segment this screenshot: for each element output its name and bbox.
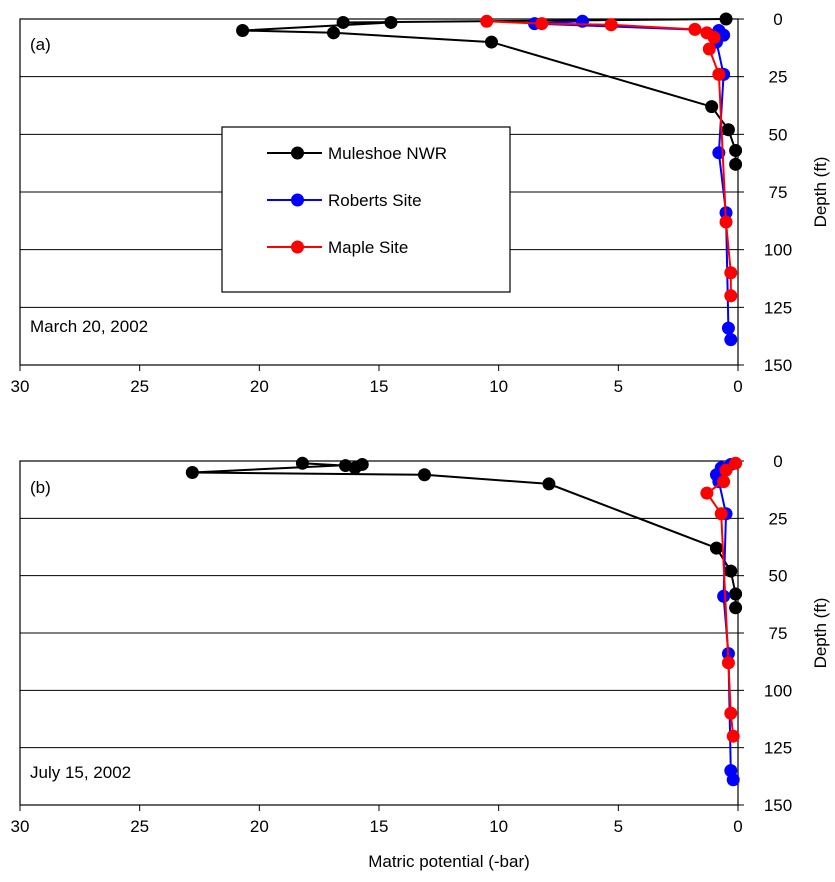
legend-box — [221, 126, 511, 293]
data-point — [719, 463, 733, 477]
x-tick-label: 15 — [370, 817, 389, 836]
data-point — [575, 14, 589, 28]
x-tick-label: 25 — [130, 377, 149, 396]
data-point — [726, 773, 740, 787]
data-point — [729, 587, 743, 601]
data-point — [719, 12, 733, 26]
data-point — [721, 123, 735, 137]
data-point — [714, 507, 728, 521]
data-point — [355, 457, 369, 471]
data-point — [702, 42, 716, 56]
legend-marker — [291, 146, 304, 160]
y-tick-label: 150 — [764, 356, 792, 375]
data-point — [484, 35, 498, 49]
legend-marker — [291, 193, 304, 207]
series-line — [192, 462, 737, 608]
data-point — [688, 22, 702, 36]
x-tick-label: 5 — [614, 377, 623, 396]
y-tick-label: 0 — [773, 452, 782, 471]
y-tick-label: 125 — [764, 298, 792, 317]
y-tick-label: 25 — [769, 509, 788, 528]
data-point — [295, 456, 309, 470]
data-point — [724, 564, 738, 578]
x-tick-label: 10 — [489, 377, 508, 396]
x-tick-label: 30 — [11, 377, 30, 396]
y-tick-label: 100 — [764, 241, 792, 260]
y-tick-label: 25 — [769, 68, 788, 87]
series-muleshoe-nwr — [236, 12, 743, 171]
legend-entry: Maple Site — [328, 238, 408, 257]
series-maple-site — [700, 456, 743, 743]
data-point — [724, 706, 738, 720]
data-point — [726, 729, 740, 743]
data-point — [729, 456, 743, 470]
y-tick-label: 150 — [764, 796, 792, 815]
y-tick-label: 125 — [764, 739, 792, 758]
y-tick-label: 100 — [764, 681, 792, 700]
legend-entry: Muleshoe NWR — [328, 144, 447, 163]
y-tick-label: 50 — [769, 125, 788, 144]
y-tick-label: 75 — [769, 183, 788, 202]
x-tick-label: 5 — [614, 817, 623, 836]
data-point — [719, 215, 733, 229]
x-tick-label: 20 — [250, 817, 269, 836]
y-axis-title: Depth (ft) — [811, 157, 830, 228]
date-annotation: March 20, 2002 — [30, 317, 148, 336]
legend-entry: Roberts Site — [328, 191, 422, 210]
data-point — [724, 266, 738, 280]
data-point — [327, 26, 341, 40]
x-tick-label: 10 — [489, 817, 508, 836]
data-point — [729, 143, 743, 157]
x-tick-label: 20 — [250, 377, 269, 396]
data-point — [712, 67, 726, 81]
data-point — [717, 475, 731, 489]
series-muleshoe-nwr — [185, 456, 743, 615]
series-line — [242, 18, 737, 165]
data-point — [729, 601, 743, 615]
data-point — [729, 157, 743, 171]
data-point — [724, 289, 738, 303]
series-line — [486, 20, 732, 296]
data-point — [721, 656, 735, 670]
data-point — [542, 477, 556, 491]
x-tick-label: 25 — [130, 817, 149, 836]
x-tick-label: 0 — [733, 377, 742, 396]
x-tick-label: 0 — [733, 817, 742, 836]
y-axis-title: Depth (ft) — [811, 598, 830, 669]
y-tick-label: 0 — [773, 10, 782, 29]
x-tick-label: 15 — [370, 377, 389, 396]
panel-label: (b) — [30, 478, 51, 497]
series-line — [534, 20, 732, 340]
data-point — [185, 465, 199, 479]
data-point — [705, 100, 719, 114]
data-point — [700, 486, 714, 500]
data-point — [604, 18, 618, 32]
data-point — [417, 468, 431, 482]
data-point — [336, 15, 350, 29]
data-point — [535, 17, 549, 31]
data-point — [721, 321, 735, 335]
series-maple-site — [480, 14, 738, 303]
legend-marker — [291, 240, 304, 254]
series-roberts-site — [528, 14, 738, 347]
y-tick-label: 75 — [769, 624, 788, 643]
data-point — [717, 589, 731, 603]
data-point — [480, 14, 494, 28]
data-point — [384, 15, 398, 29]
legend: Muleshoe NWR Roberts Site Maple Site — [221, 126, 511, 293]
data-point — [709, 541, 723, 555]
x-tick-label: 30 — [11, 817, 30, 836]
x-axis-title: Matric potential (-bar) — [368, 852, 530, 871]
panel-label: (a) — [30, 35, 51, 54]
data-point — [724, 333, 738, 347]
y-tick-label: 50 — [769, 567, 788, 586]
data-point — [707, 30, 721, 44]
date-annotation: July 15, 2002 — [30, 763, 131, 782]
data-point — [236, 24, 250, 38]
